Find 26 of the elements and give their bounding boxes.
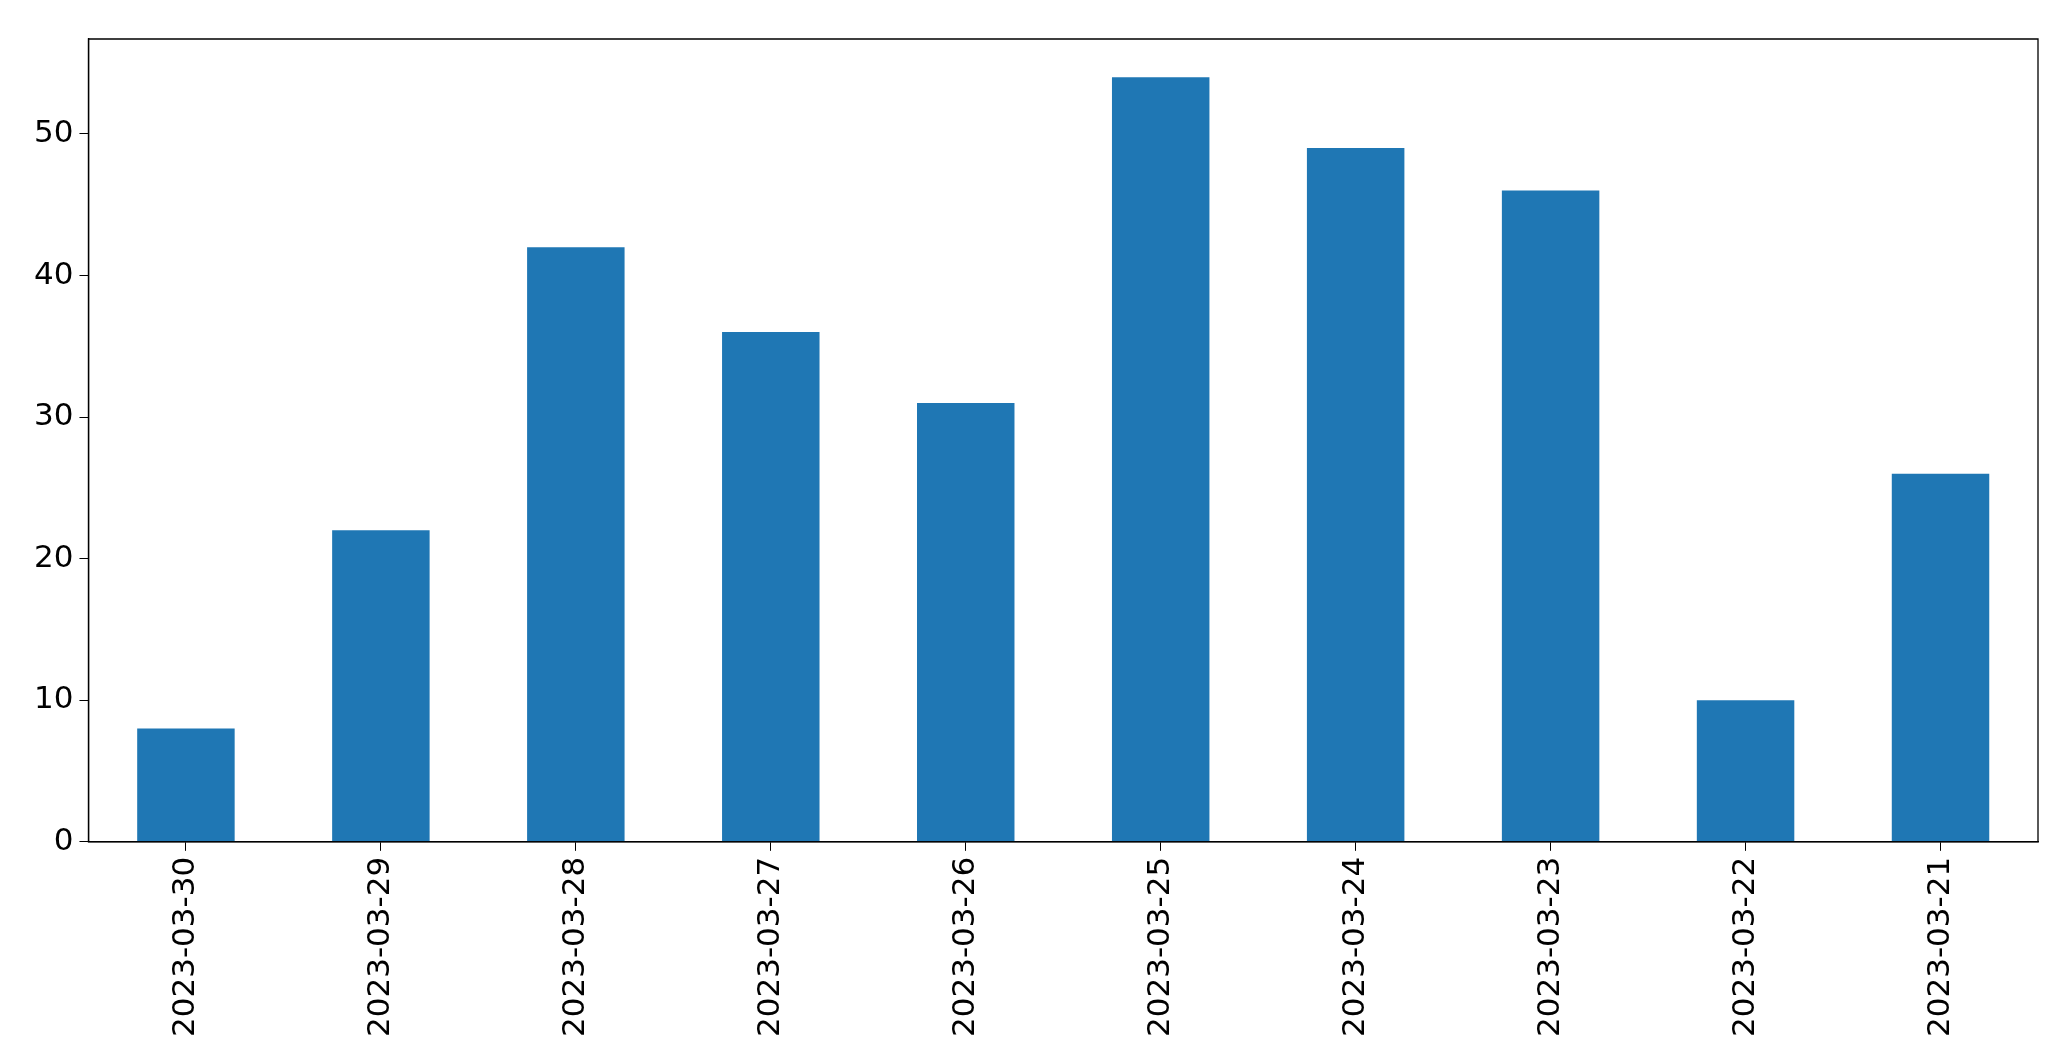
x-tick-label: 2023-03-21	[1919, 856, 1956, 1038]
x-tick-label: 2023-03-26	[944, 856, 981, 1038]
y-tick-label: 20	[33, 537, 74, 574]
bar	[1696, 700, 1795, 842]
bar	[722, 332, 820, 842]
x-tick-label: 2023-03-28	[554, 856, 591, 1038]
bar	[527, 247, 625, 842]
bar	[1501, 190, 1600, 842]
bar	[332, 530, 430, 842]
x-tick-label: 2023-03-25	[1139, 856, 1176, 1038]
x-tick-label: 2023-03-29	[359, 856, 396, 1038]
x-tick-label: 2023-03-30	[164, 856, 201, 1038]
bar	[137, 728, 235, 842]
bar	[1891, 473, 1990, 842]
y-tick-label: 50	[33, 112, 74, 149]
y-tick-label: 40	[33, 254, 74, 291]
y-tick-label: 0	[53, 820, 74, 857]
y-tick-label: 30	[33, 396, 74, 433]
x-tick-label: 2023-03-24	[1334, 856, 1371, 1038]
bar	[917, 402, 1015, 842]
x-tick-label: 2023-03-27	[749, 856, 786, 1038]
y-tick-label: 10	[33, 679, 74, 716]
bar	[1111, 77, 1210, 842]
x-tick-label: 2023-03-23	[1529, 856, 1566, 1038]
x-tick-label: 2023-03-22	[1724, 856, 1761, 1038]
bar	[1306, 148, 1405, 842]
